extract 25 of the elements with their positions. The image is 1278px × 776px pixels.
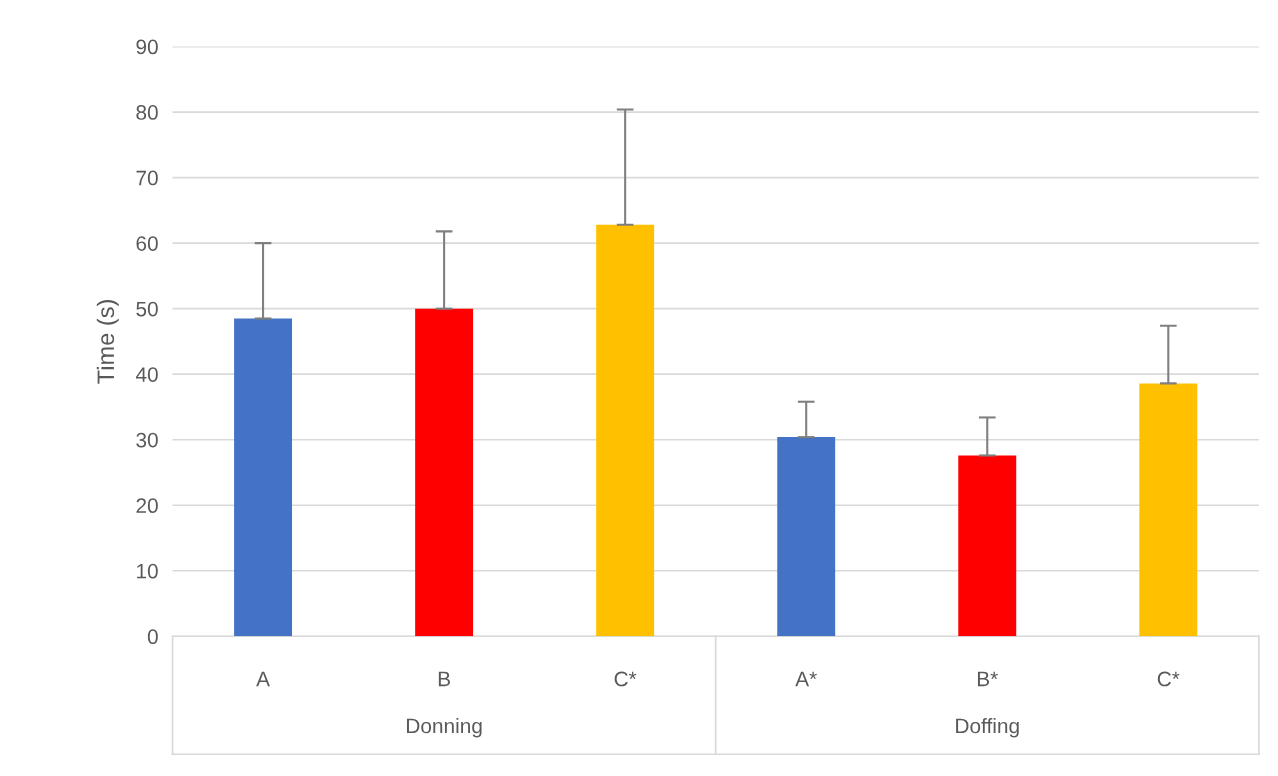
y-tick-label: 10 — [137, 563, 158, 579]
y-tick-label: 0 — [147, 629, 158, 645]
bar — [596, 224, 655, 637]
y-tick-label: 90 — [136, 39, 158, 55]
x-tick-label: C* — [1157, 671, 1180, 687]
text: Doffing — [956, 718, 1019, 738]
y-tick-label: 50 — [136, 301, 158, 317]
bar — [1139, 383, 1198, 637]
y-tick-label: 60 — [136, 236, 158, 251]
x-tick-label: A* — [795, 671, 817, 687]
text: Donning — [407, 718, 482, 738]
y-tick-label: 30 — [136, 432, 158, 448]
y-tick-label: 70 — [136, 170, 158, 186]
x-tick-label: B — [438, 671, 450, 687]
bar — [958, 455, 1017, 637]
y-tick-label: 20 — [136, 498, 158, 514]
y-tick-label: 80 — [136, 105, 158, 120]
bar — [777, 437, 836, 637]
y-tick-label: 40 — [135, 367, 158, 382]
y-axis-title: Time (s) — [96, 300, 119, 384]
x-tick-label: A — [256, 671, 270, 687]
x-tick-label: C* — [614, 671, 637, 687]
bar — [415, 308, 474, 637]
x-tick-label: B* — [977, 671, 998, 687]
bar — [234, 318, 293, 637]
